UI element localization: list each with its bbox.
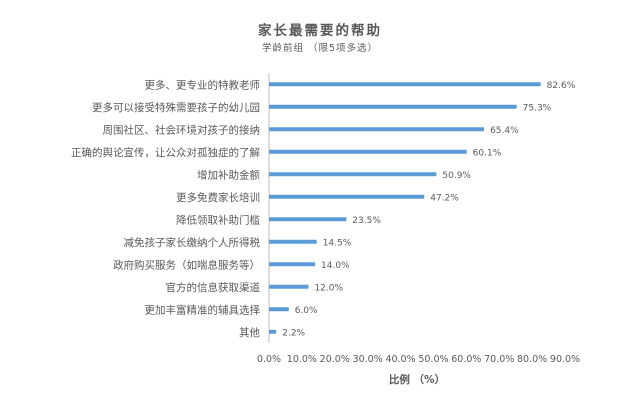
bar [269,307,289,312]
x-tick-label: 30.0% [353,354,383,365]
data-label: 2.2% [282,328,305,338]
x-tick-label: 90.0% [550,354,580,365]
bar [269,127,485,132]
category-label: 减免孩子家长缴纳个人所得税 [124,236,261,249]
data-label: 75.3% [523,103,552,113]
bar [269,284,309,289]
bar [269,217,347,222]
category-label: 更多可以接受特殊需要孩子的幼儿园 [92,101,260,114]
category-label: 更多免费家长培训 [176,191,260,204]
x-tick-label: 10.0% [287,354,317,365]
data-label: 6.0% [295,306,318,316]
category-label: 正确的舆论宣传，让公众对孤独症的了解 [71,146,260,159]
data-label: 14.0% [321,261,350,271]
bar [269,239,317,244]
data-label: 47.2% [430,193,459,203]
x-tick-label: 70.0% [484,354,514,365]
x-tick-label: 0.0% [257,354,281,365]
category-label: 更加丰富精准的辅具选择 [145,303,261,316]
data-label: 50.9% [442,171,471,181]
bar [269,329,277,334]
bar [269,104,517,109]
x-tick-label: 40.0% [385,354,415,365]
category-label: 其他 [239,326,260,339]
data-label: 65.4% [490,126,519,136]
bar [269,194,425,199]
x-axis-title: 比例 （%） [389,373,445,386]
bar [269,82,541,87]
x-tick-label: 50.0% [418,354,448,365]
data-label: 60.1% [473,148,502,158]
bar [269,172,437,177]
category-label: 降低领取补助门槛 [176,213,260,226]
category-label: 周围社区、社会环境对孩子的接纳 [103,123,261,136]
bar [269,149,467,154]
x-tick-label: 60.0% [451,354,481,365]
category-label: 更多、更专业的特教老师 [145,78,261,91]
chart-title: 家长最需要的帮助 [258,23,382,39]
x-tick-label: 80.0% [517,354,547,365]
data-label: 82.6% [547,81,576,91]
data-label: 14.5% [323,238,352,248]
category-label: 政府购买服务（如喘息服务等） [113,258,260,271]
data-label: 23.5% [352,216,381,226]
category-label: 官方的信息获取渠道 [166,281,261,294]
data-label: 12.0% [314,283,343,293]
bar [269,262,316,267]
x-tick-label: 20.0% [320,354,350,365]
chart-subtitle: 学龄前组 （限5项多选） [261,43,379,54]
category-label: 增加补助金额 [197,168,260,181]
